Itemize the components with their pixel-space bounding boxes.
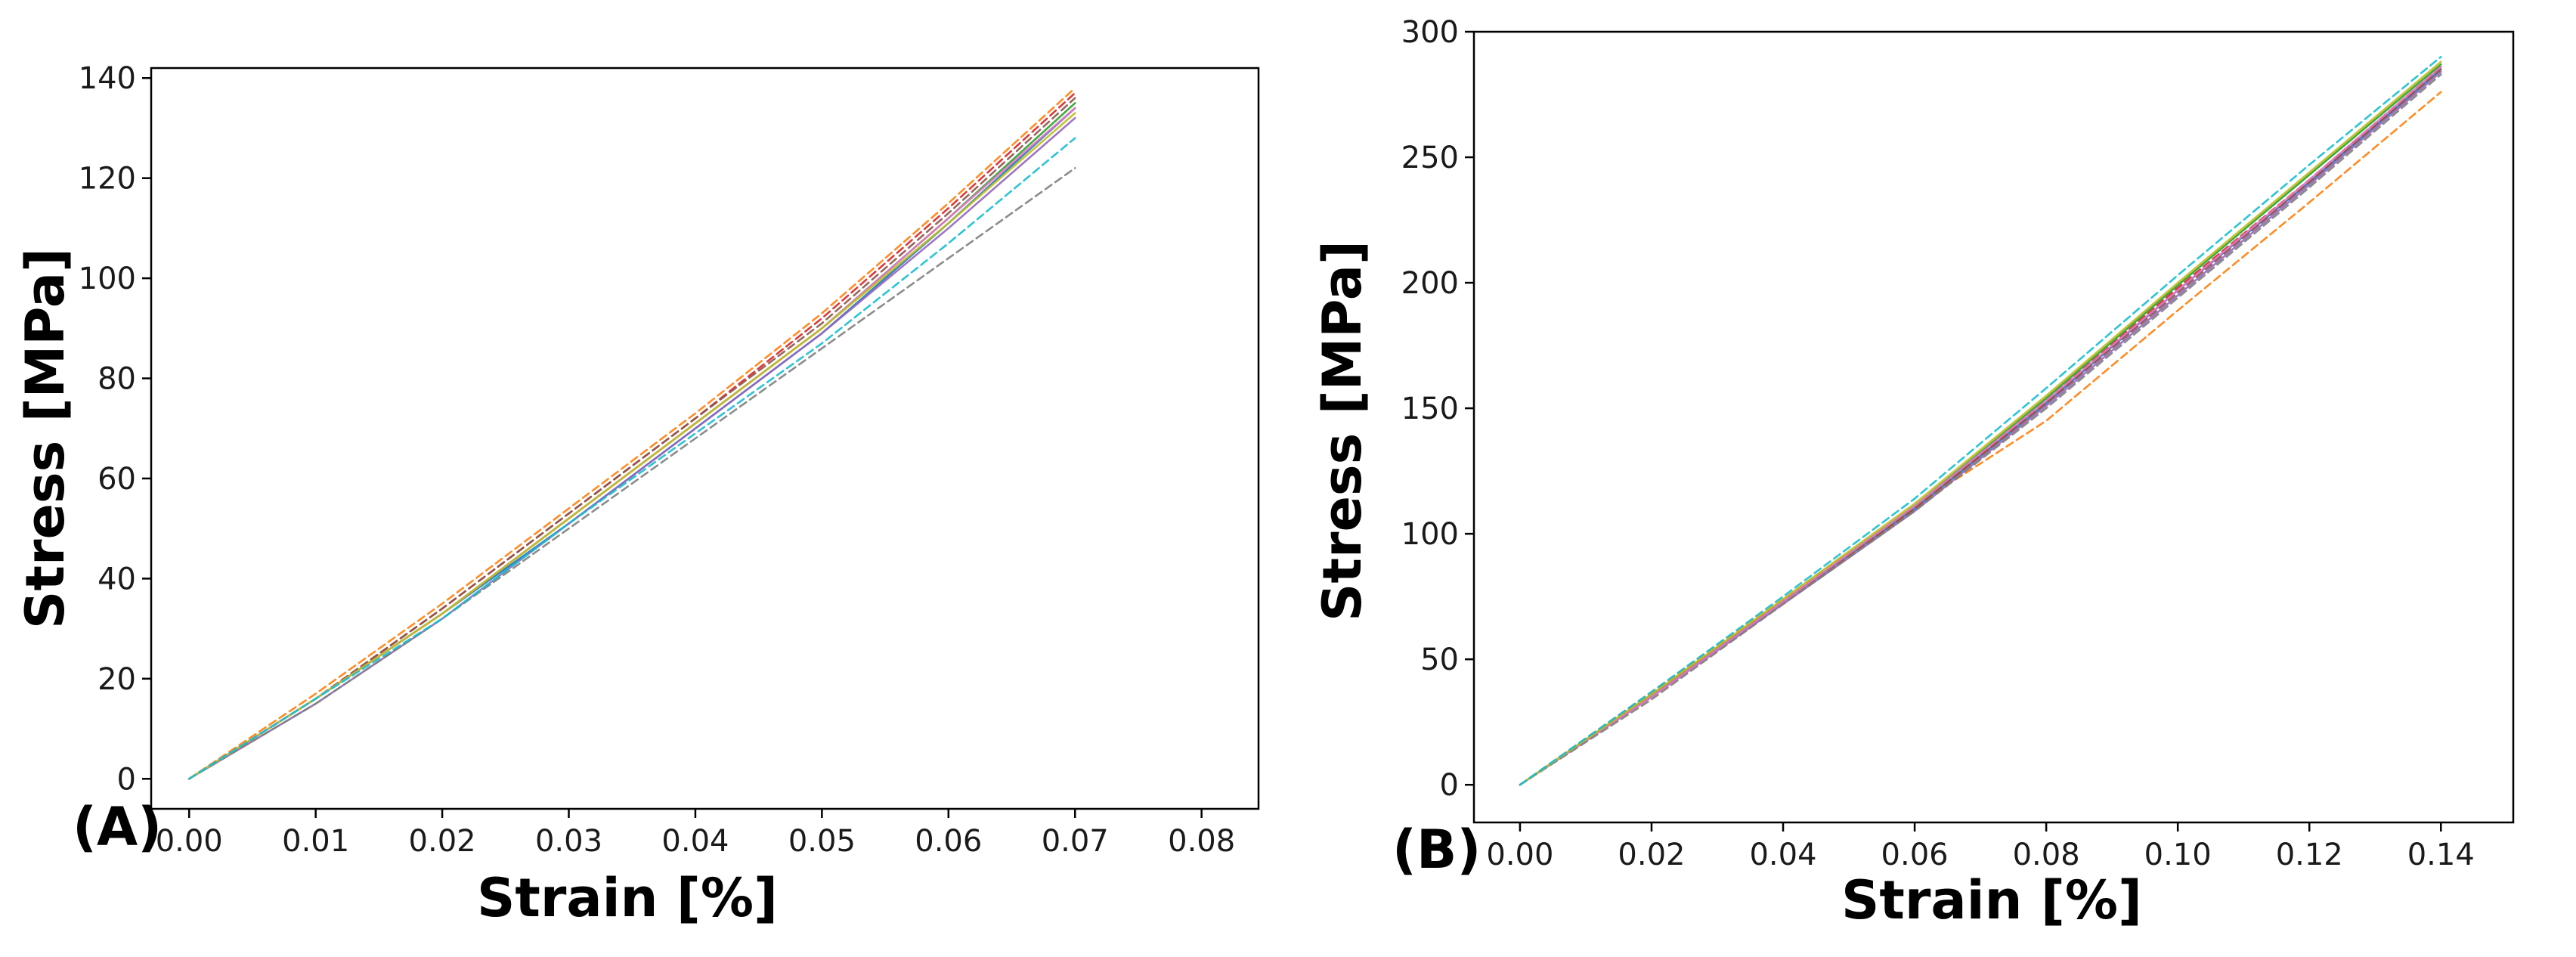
panel-a-series-1 xyxy=(187,87,1076,780)
panel-b-x-axis-title: Strain [%] xyxy=(1841,869,2142,931)
panel-b-plot-frame xyxy=(1472,30,2515,824)
panel-b-curves xyxy=(1519,55,2442,786)
panel-a-chart: 0.00 0.01 0.02 0.03 0.04 0.05 0.06 0.07 0.08 0 20 4… xyxy=(14,61,1260,929)
panel-a-x-tick-label-3: 0.03 xyxy=(535,824,602,859)
panel-b-y-tick-label-5: 250 xyxy=(1401,141,1459,175)
panel-a-series-5 xyxy=(187,97,1076,780)
panel-b-x-tick-label-0: 0.00 xyxy=(1486,838,1553,872)
panel-b-series-7 xyxy=(1519,73,2442,786)
panel-b-series-6 xyxy=(1519,66,2442,786)
panel-b-y-tick-label-3: 150 xyxy=(1401,392,1459,426)
panel-b-label: (B) xyxy=(1392,819,1481,881)
panel-a-series-7 xyxy=(187,167,1076,780)
panel-b-chart: 0.00 0.02 0.04 0.06 0.08 0.10 0.12 0.14 0 50 100 15… xyxy=(1311,15,2515,931)
panel-a-y-axis-title: Stress [MPa] xyxy=(14,248,76,629)
panel-b-series-2 xyxy=(1519,63,2442,786)
panel-b-x-tick-label-4: 0.08 xyxy=(2013,838,2080,872)
panel-a-y-tick-label-6: 120 xyxy=(79,162,136,197)
panel-b-x-tick-label-1: 0.02 xyxy=(1618,838,1685,872)
panel-a-y-tick-label-4: 80 xyxy=(98,362,136,397)
panel-a-series-9 xyxy=(187,137,1076,780)
panel-a-x-tick-label-8: 0.08 xyxy=(1168,824,1235,859)
panel-a-x-tick-label-1: 0.01 xyxy=(282,824,349,859)
panel-a-x-tick-label-6: 0.06 xyxy=(915,824,982,859)
panel-b-y-tick-label-4: 200 xyxy=(1401,266,1459,301)
panel-a-x-tick-label-0: 0.00 xyxy=(156,824,223,859)
panel-b-series-8 xyxy=(1519,60,2442,786)
panel-b-y-tick-label-0: 0 xyxy=(1440,768,1459,803)
panel-a-series-3 xyxy=(187,91,1076,780)
panel-a-y-tick-label-0: 0 xyxy=(117,762,136,797)
panel-a-x-tick-label-4: 0.04 xyxy=(661,824,729,859)
panel-b-x-tick-label-6: 0.12 xyxy=(2276,838,2343,872)
panel-a-y-tick-label-7: 140 xyxy=(79,61,136,96)
panel-b-y-tick-label-1: 50 xyxy=(1420,643,1459,677)
panel-a-x-tick-label-2: 0.02 xyxy=(409,824,476,859)
panel-b-series-3 xyxy=(1519,66,2442,786)
panel-b-y-tick-label-2: 100 xyxy=(1401,517,1459,552)
panel-a-plot-frame xyxy=(150,67,1260,810)
panel-b-series-1 xyxy=(1519,91,2442,786)
panel-b-x-tick-label-2: 0.04 xyxy=(1749,838,1816,872)
panel-b-y-tick-label-6: 300 xyxy=(1401,15,1459,50)
panel-a-y-tick-label-2: 40 xyxy=(98,562,136,596)
panel-a-curves xyxy=(187,87,1076,780)
panel-a-y-tick-label-5: 100 xyxy=(79,262,136,296)
panel-a-x-axis-title: Strain [%] xyxy=(477,867,778,929)
panel-b-x-tick-label-5: 0.10 xyxy=(2144,838,2212,872)
panel-b-x-tick-label-3: 0.06 xyxy=(1881,838,1949,872)
panel-a-y-tick-label-3: 60 xyxy=(98,462,136,497)
panel-b-series-9 xyxy=(1519,55,2442,786)
panel-a-x-tick-label-5: 0.05 xyxy=(788,824,856,859)
panel-b-ticks: 0.00 0.02 0.04 0.06 0.08 0.10 0.12 0.14 0 50 100 15… xyxy=(1401,15,2475,872)
panel-b-y-axis-title: Stress [MPa] xyxy=(1311,240,1373,621)
panel-a-y-tick-label-1: 20 xyxy=(98,662,136,697)
panel-a-ticks: 0.00 0.01 0.02 0.03 0.04 0.05 0.06 0.07 0.08 0 20 4… xyxy=(79,61,1236,859)
panel-a-series-4 xyxy=(187,116,1076,780)
panel-a-x-tick-label-7: 0.07 xyxy=(1042,824,1109,859)
panel-b-x-tick-label-7: 0.14 xyxy=(2407,838,2475,872)
panel-a-series-2 xyxy=(187,102,1076,780)
panel-a-label: (A) xyxy=(73,796,162,858)
